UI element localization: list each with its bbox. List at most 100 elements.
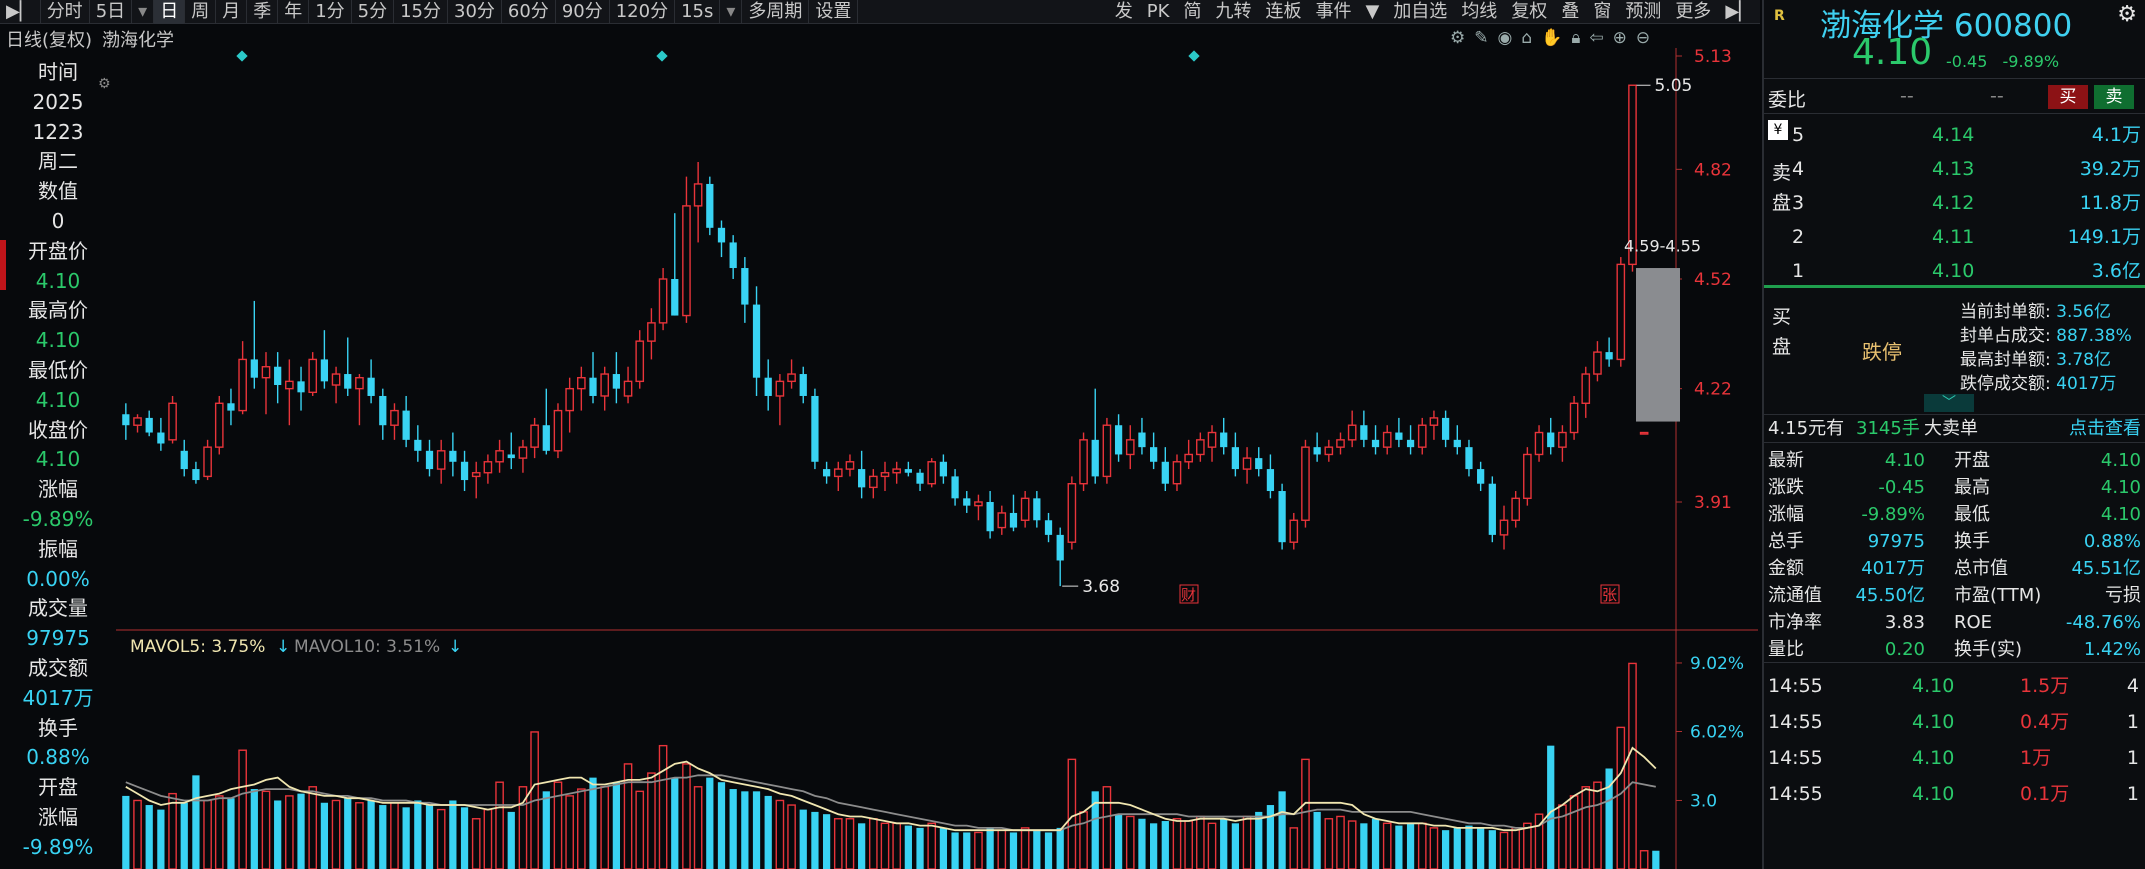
candle-body[interactable] bbox=[1172, 461, 1182, 485]
candle-body[interactable] bbox=[682, 205, 691, 317]
candle-body[interactable] bbox=[495, 450, 504, 463]
volume-bar[interactable] bbox=[833, 818, 843, 869]
basket-icon[interactable]: ⌂ bbox=[1521, 28, 1533, 48]
volume-bar[interactable] bbox=[1324, 818, 1334, 869]
event-marker-box[interactable] bbox=[1179, 584, 1199, 604]
toolbar-forecast[interactable]: 预测 bbox=[1625, 1, 1662, 22]
volume-bar[interactable] bbox=[1220, 818, 1228, 869]
candle-body[interactable] bbox=[1102, 424, 1112, 478]
tab-120min[interactable]: 120分 bbox=[610, 0, 676, 24]
candle-body[interactable] bbox=[1138, 432, 1146, 448]
candle-body[interactable] bbox=[402, 410, 410, 440]
candle-body[interactable] bbox=[729, 242, 737, 269]
volume-bar[interactable] bbox=[1429, 827, 1439, 869]
candle-body[interactable] bbox=[250, 359, 258, 378]
toolbar-left-icon[interactable]: ▶▏ bbox=[0, 0, 41, 24]
candle-body[interactable] bbox=[1371, 439, 1380, 448]
candle-body[interactable] bbox=[916, 472, 924, 484]
volume-bar[interactable] bbox=[1044, 832, 1053, 869]
candle-body[interactable] bbox=[308, 358, 318, 394]
tab-weekly[interactable]: 周 bbox=[185, 0, 217, 24]
tab-15min[interactable]: 15分 bbox=[394, 0, 448, 24]
tab-90min[interactable]: 90分 bbox=[556, 0, 610, 24]
lock-icon[interactable]: 🔒︎ bbox=[1571, 28, 1581, 48]
volume-bar[interactable] bbox=[1534, 813, 1544, 869]
volume-bar[interactable] bbox=[693, 786, 703, 869]
volume-bar[interactable] bbox=[612, 782, 620, 869]
eye-icon[interactable]: ◉ bbox=[1497, 28, 1513, 48]
volume-bar[interactable] bbox=[717, 782, 726, 869]
volume-bar[interactable] bbox=[414, 800, 422, 869]
candle-body[interactable] bbox=[414, 439, 422, 451]
candle-body[interactable] bbox=[1569, 402, 1579, 434]
volume-bar[interactable] bbox=[892, 822, 901, 869]
candle-body[interactable] bbox=[483, 461, 493, 474]
volume-bar[interactable] bbox=[880, 822, 890, 869]
volume-bar[interactable] bbox=[367, 800, 375, 869]
volume-bar[interactable] bbox=[1616, 726, 1626, 869]
tab-yearly[interactable]: 年 bbox=[278, 0, 310, 24]
candle-body[interactable] bbox=[297, 381, 305, 393]
event-diamond-icon[interactable] bbox=[656, 50, 668, 62]
volume-bar[interactable] bbox=[1091, 791, 1099, 869]
volume-bar[interactable] bbox=[436, 808, 446, 869]
candle-body[interactable] bbox=[577, 376, 586, 390]
candle-body[interactable] bbox=[986, 501, 994, 532]
candle-body[interactable] bbox=[1324, 446, 1334, 456]
volume-bar[interactable] bbox=[1347, 820, 1357, 869]
volume-bar[interactable] bbox=[764, 795, 772, 869]
candle-body[interactable] bbox=[344, 374, 352, 389]
volume-bar[interactable] bbox=[1406, 823, 1415, 869]
candle-body[interactable] bbox=[1395, 432, 1403, 440]
volume-bar[interactable] bbox=[1207, 822, 1217, 869]
event-marker-label[interactable]: 张 bbox=[1602, 586, 1617, 604]
candle-body[interactable] bbox=[1079, 439, 1088, 485]
volume-bar[interactable] bbox=[331, 799, 341, 869]
candle-body[interactable] bbox=[1639, 431, 1649, 435]
event-marker-box[interactable] bbox=[1600, 584, 1620, 604]
volume-bar[interactable] bbox=[1079, 811, 1088, 869]
candle-body[interactable] bbox=[1266, 469, 1275, 492]
candle-body[interactable] bbox=[658, 278, 668, 324]
kline-chart-area[interactable]: 5.134.824.524.223.915.053.684.59-4.55财张↑… bbox=[116, 48, 1758, 869]
volume-bar[interactable] bbox=[1605, 768, 1613, 869]
candle-body[interactable] bbox=[892, 468, 901, 474]
candle-body[interactable] bbox=[192, 469, 200, 481]
candle-body[interactable] bbox=[367, 377, 375, 396]
volume-bar[interactable] bbox=[1465, 825, 1473, 869]
toolbar-add-watch[interactable]: 加自选 bbox=[1393, 1, 1448, 22]
event-diamond-icon[interactable] bbox=[1188, 50, 1200, 62]
candle-body[interactable] bbox=[1593, 351, 1602, 375]
candle-body[interactable] bbox=[1313, 447, 1321, 455]
tab-1min[interactable]: 1分 bbox=[309, 0, 352, 24]
dropdown-triangle-icon[interactable]: ▼ bbox=[1365, 1, 1380, 22]
view-details-link[interactable]: 点击查看 bbox=[2069, 418, 2141, 439]
toolbar-overlay[interactable]: 叠 bbox=[1561, 1, 1580, 22]
candle-body[interactable] bbox=[647, 322, 656, 342]
tab-60min[interactable]: 60分 bbox=[502, 0, 556, 24]
volume-bar[interactable] bbox=[1628, 662, 1637, 869]
zoom-out-icon[interactable]: ⊖ bbox=[1635, 28, 1651, 48]
buy-button[interactable]: 买 bbox=[2048, 85, 2088, 109]
zoom-in-icon[interactable]: ⊕ bbox=[1612, 28, 1627, 48]
volume-bar[interactable] bbox=[1196, 815, 1205, 869]
volume-bar[interactable] bbox=[811, 811, 819, 869]
toolbar-nine-turn[interactable]: 九转 bbox=[1215, 1, 1252, 22]
volume-bar[interactable] bbox=[787, 804, 796, 869]
candle-body[interactable] bbox=[1628, 84, 1637, 266]
event-marker-label[interactable]: 财 bbox=[1181, 586, 1196, 604]
gear-icon[interactable]: ⚙ bbox=[2117, 2, 2137, 27]
volume-bar[interactable] bbox=[706, 777, 714, 869]
tab-daily[interactable]: 日 bbox=[154, 0, 186, 24]
volume-bar[interactable] bbox=[682, 763, 691, 869]
volume-bar[interactable] bbox=[1161, 821, 1169, 869]
event-diamond-icon[interactable] bbox=[236, 50, 248, 62]
volume-bar[interactable] bbox=[1547, 745, 1555, 869]
volume-bar[interactable] bbox=[1138, 818, 1146, 869]
volume-bar[interactable] bbox=[145, 805, 153, 869]
sell-level-row[interactable]: 5 4.14 4.1万 bbox=[1792, 118, 2145, 152]
candle-body[interactable] bbox=[752, 304, 761, 378]
candle-body[interactable] bbox=[261, 366, 271, 379]
kline-chart-svg[interactable]: 5.134.824.524.223.915.053.684.59-4.55财张↑… bbox=[116, 48, 1758, 869]
candle-body[interactable] bbox=[227, 403, 235, 411]
